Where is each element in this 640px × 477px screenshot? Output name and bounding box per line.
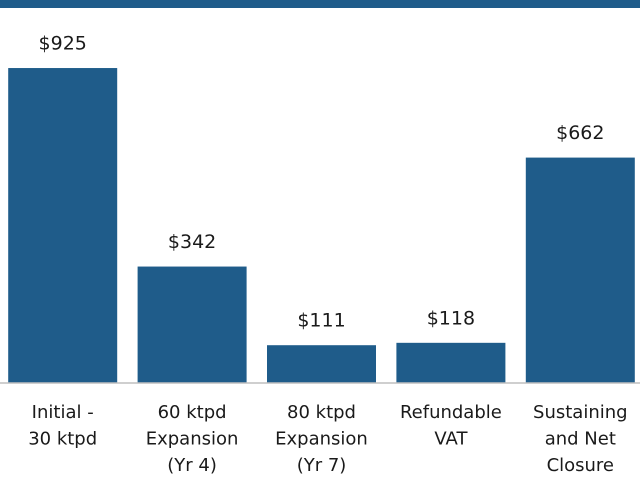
bar: [137, 266, 247, 383]
value-label: $342: [168, 231, 216, 253]
x-tick-label: Initial -: [32, 402, 94, 423]
x-tick-label: Closure: [547, 455, 614, 476]
value-label: $925: [39, 33, 87, 55]
bar: [267, 345, 376, 383]
x-tick-label: VAT: [434, 429, 468, 450]
top-band: [0, 0, 640, 8]
x-tick-label: Sustaining: [533, 402, 628, 423]
value-label: $662: [556, 122, 604, 144]
x-tick-label: Expansion: [146, 429, 239, 450]
x-tick-label: 80 ktpd: [287, 402, 356, 423]
x-tick-label: (Yr 4): [167, 455, 217, 476]
x-tick-label: (Yr 7): [297, 455, 347, 476]
value-label: $118: [427, 307, 475, 329]
value-label: $111: [297, 310, 345, 332]
x-tick-label: 30 ktpd: [28, 429, 97, 450]
bar: [525, 157, 635, 383]
x-tick-label: 60 ktpd: [158, 402, 227, 423]
x-tick-label: Refundable: [400, 402, 502, 423]
x-tick-label: Expansion: [275, 429, 368, 450]
x-tick-label: and Net: [545, 429, 616, 450]
bar: [8, 68, 118, 383]
bar: [396, 342, 506, 383]
